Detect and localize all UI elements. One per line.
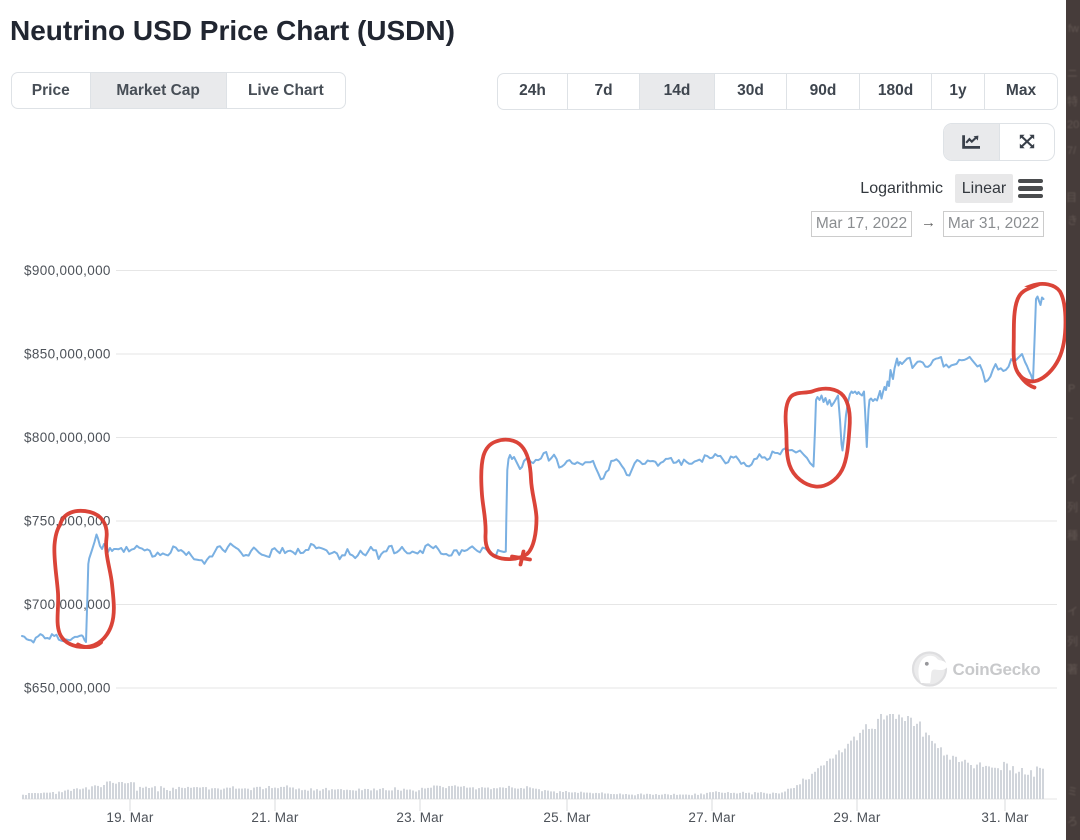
svg-text:$750,000,000: $750,000,000 bbox=[24, 514, 111, 529]
svg-text:$850,000,000: $850,000,000 bbox=[24, 347, 111, 362]
svg-text:23. Mar: 23. Mar bbox=[396, 810, 443, 825]
svg-text:31. Mar: 31. Mar bbox=[981, 810, 1028, 825]
svg-text:$900,000,000: $900,000,000 bbox=[24, 263, 111, 278]
svg-text:$700,000,000: $700,000,000 bbox=[24, 597, 111, 612]
svg-text:27. Mar: 27. Mar bbox=[688, 810, 735, 825]
svg-text:25. Mar: 25. Mar bbox=[543, 810, 590, 825]
svg-text:$800,000,000: $800,000,000 bbox=[24, 430, 111, 445]
svg-text:19. Mar: 19. Mar bbox=[106, 810, 153, 825]
svg-text:$650,000,000: $650,000,000 bbox=[24, 681, 111, 696]
svg-text:CoinGecko: CoinGecko bbox=[953, 660, 1041, 679]
svg-text:21. Mar: 21. Mar bbox=[251, 810, 298, 825]
svg-text:29. Mar: 29. Mar bbox=[833, 810, 880, 825]
